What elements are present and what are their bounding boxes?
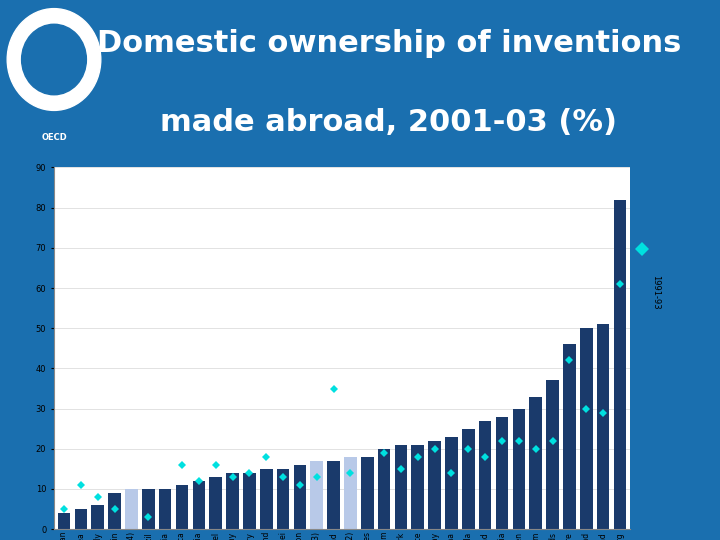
Bar	[125, 489, 138, 529]
Bar	[176, 485, 189, 529]
Bar	[378, 449, 390, 529]
Text: Domestic ownership of inventions: Domestic ownership of inventions	[96, 29, 681, 58]
Bar	[462, 429, 474, 529]
Bar	[445, 437, 458, 529]
Bar	[580, 328, 593, 529]
Ellipse shape	[7, 9, 101, 110]
Text: OECD: OECD	[41, 133, 67, 143]
Bar	[563, 345, 576, 529]
Bar	[513, 409, 525, 529]
Bar	[546, 381, 559, 529]
Text: made abroad, 2001-03 (%): made abroad, 2001-03 (%)	[161, 107, 617, 137]
Bar	[210, 477, 222, 529]
Bar	[276, 469, 289, 529]
Bar	[142, 489, 155, 529]
Bar	[58, 513, 71, 529]
Text: 1991-93: 1991-93	[651, 275, 660, 310]
Bar	[75, 509, 87, 529]
Bar	[226, 473, 239, 529]
Bar	[495, 417, 508, 529]
Bar	[361, 457, 374, 529]
Bar	[192, 481, 205, 529]
Bar	[428, 441, 441, 529]
Bar	[260, 469, 273, 529]
Bar	[597, 324, 609, 529]
Bar	[395, 445, 408, 529]
Bar	[529, 396, 542, 529]
Bar	[613, 200, 626, 529]
Bar	[344, 457, 356, 529]
Bar	[294, 465, 306, 529]
Bar	[243, 473, 256, 529]
Bar	[310, 461, 323, 529]
Bar	[411, 445, 424, 529]
Bar	[479, 421, 492, 529]
Bar	[91, 505, 104, 529]
Bar	[328, 461, 340, 529]
Bar	[159, 489, 171, 529]
Bar	[108, 493, 121, 529]
Ellipse shape	[22, 24, 86, 94]
